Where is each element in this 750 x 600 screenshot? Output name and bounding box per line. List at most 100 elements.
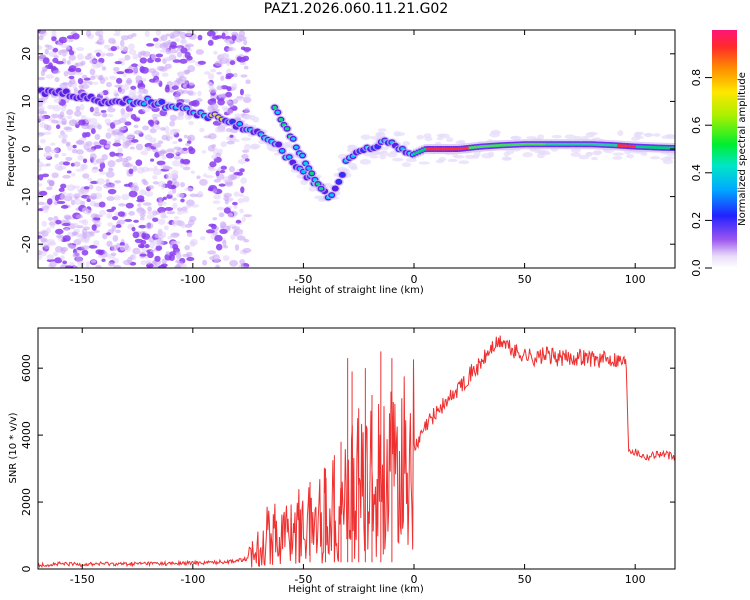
noise-blob xyxy=(96,178,106,185)
noise-blob xyxy=(487,151,495,157)
noise-blob xyxy=(119,245,125,251)
noise-blob xyxy=(130,113,137,120)
noise-blob xyxy=(95,61,104,68)
noise-blob xyxy=(127,34,134,40)
noise-blob xyxy=(76,139,85,145)
ridge-core xyxy=(508,143,512,147)
noise-blob xyxy=(117,211,125,217)
noise-blob xyxy=(54,194,60,202)
noise-blob xyxy=(73,193,81,199)
noise-blob xyxy=(128,190,138,198)
x-tick-label: -100 xyxy=(180,573,205,586)
noise-blob xyxy=(40,138,46,144)
ridge-core xyxy=(505,143,509,147)
ridge-core xyxy=(529,142,533,146)
ridge-core xyxy=(643,145,647,149)
noise-blob xyxy=(107,160,116,168)
noise-blob xyxy=(102,233,108,240)
noise-blob xyxy=(49,46,55,50)
ridge-core xyxy=(497,144,501,147)
noise-blob xyxy=(38,115,46,122)
noise-blob xyxy=(111,244,119,252)
ridge-core xyxy=(646,145,650,149)
noise-blob xyxy=(66,60,71,65)
ridge-core xyxy=(593,142,597,146)
x-tick-label: 100 xyxy=(625,573,646,586)
noise-blob xyxy=(172,59,181,63)
noise-blob xyxy=(80,245,90,250)
noise-blob xyxy=(177,51,183,58)
noise-blob xyxy=(61,152,67,157)
noise-blob xyxy=(51,119,59,124)
noise-blob xyxy=(665,133,675,138)
colorbar-ticks: 0.0 0.2 0.4 0.6 0.8 xyxy=(690,69,712,277)
noise-blob xyxy=(176,210,184,215)
noise-blob xyxy=(62,82,69,86)
ridge-core xyxy=(301,170,306,174)
noise-blob xyxy=(168,53,176,60)
noise-blob xyxy=(114,30,121,35)
noise-blob xyxy=(155,30,161,36)
noise-blob xyxy=(564,134,576,140)
noise-blob xyxy=(168,254,175,262)
ridge-core xyxy=(537,142,541,146)
noise-blob xyxy=(38,183,43,187)
noise-blob xyxy=(78,137,87,141)
noise-blob xyxy=(590,156,599,161)
noise-blob xyxy=(160,263,168,267)
ridge-core xyxy=(580,142,584,146)
noise-blob xyxy=(65,156,73,161)
noise-blob xyxy=(38,106,45,111)
noise-blob xyxy=(154,57,162,63)
noise-blob xyxy=(105,81,112,88)
ridge-core xyxy=(479,145,483,149)
noise-blob xyxy=(149,137,157,144)
noise-blob xyxy=(94,49,103,54)
ridge-core xyxy=(442,147,446,151)
noise-blob xyxy=(501,156,512,161)
ridge-core xyxy=(516,143,520,146)
noise-blob xyxy=(159,211,166,218)
noise-blob xyxy=(157,218,166,225)
noise-blob xyxy=(197,34,203,41)
noise-blob xyxy=(166,58,171,62)
noise-blob xyxy=(167,190,174,196)
noise-blob xyxy=(157,140,164,145)
noise-blob xyxy=(90,128,96,135)
ridge-core xyxy=(489,144,493,148)
noise-blob xyxy=(52,70,61,74)
noise-blob xyxy=(140,217,145,221)
noise-blob xyxy=(89,76,96,80)
noise-blob xyxy=(48,221,56,227)
noise-blob xyxy=(241,216,246,223)
noise-blob xyxy=(135,79,142,84)
noise-blob xyxy=(164,125,170,133)
noise-blob xyxy=(113,32,121,37)
noise-blob xyxy=(135,159,143,166)
noise-blob xyxy=(133,124,139,128)
noise-blob xyxy=(173,216,180,220)
noise-blob xyxy=(115,224,122,228)
noise-blob xyxy=(503,151,510,157)
noise-blob xyxy=(176,71,184,76)
noise-blob xyxy=(55,124,61,130)
x-tick-label: -50 xyxy=(294,573,312,586)
noise-blob xyxy=(108,168,114,172)
top-y-axis-label: Frequency (Hz) xyxy=(6,111,17,187)
ridge-core xyxy=(463,146,467,150)
noise-blob xyxy=(101,154,108,161)
noise-blob xyxy=(54,153,59,159)
noise-blob xyxy=(227,174,236,181)
noise-blob xyxy=(249,114,256,121)
noise-blob xyxy=(68,119,78,127)
noise-blob xyxy=(640,152,648,156)
x-tick-label: -100 xyxy=(180,273,205,286)
noise-blob xyxy=(60,183,67,189)
noise-blob xyxy=(51,30,57,35)
noise-blob xyxy=(45,74,55,79)
noise-blob xyxy=(152,239,162,247)
noise-blob xyxy=(93,111,102,117)
noise-blob xyxy=(217,99,225,106)
noise-blob xyxy=(453,155,465,159)
noise-blob xyxy=(184,187,194,192)
